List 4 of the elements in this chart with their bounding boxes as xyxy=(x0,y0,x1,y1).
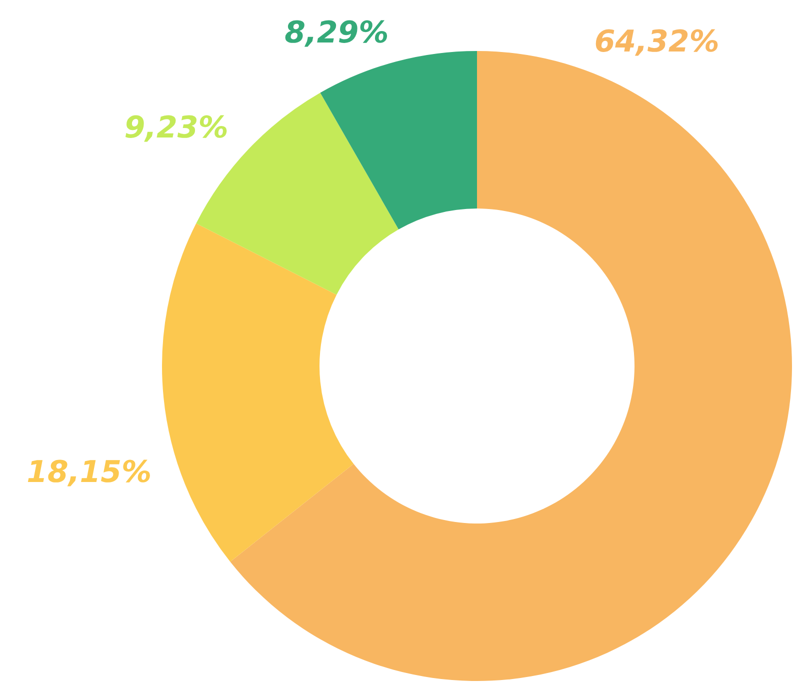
data-label: 8,29% xyxy=(284,15,389,50)
data-label: 64,32% xyxy=(594,24,720,60)
data-label: 9,23% xyxy=(124,110,228,146)
data-label: 18,15% xyxy=(26,455,152,490)
